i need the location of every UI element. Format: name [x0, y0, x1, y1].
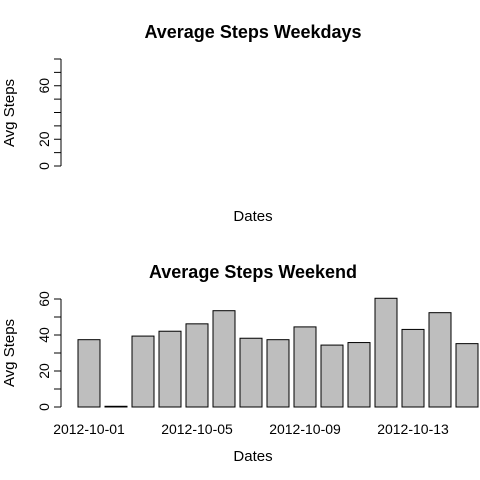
bar — [239, 337, 263, 408]
y-tick-label: 0 — [36, 403, 52, 411]
y-tick-label: 40 — [36, 327, 52, 343]
bar — [293, 326, 317, 408]
y-tick-label: 60 — [36, 78, 52, 94]
y-tick-label: 20 — [36, 131, 52, 147]
weekend-y-axis: 0 20 40 60 — [36, 291, 62, 411]
bar — [455, 343, 479, 408]
bar — [401, 328, 425, 408]
bar — [131, 335, 155, 408]
bar — [266, 339, 290, 408]
weekdays-title: Average Steps Weekdays — [144, 22, 361, 42]
y-tick-label: 60 — [36, 291, 52, 307]
x-tick-label: 2012-10-13 — [377, 421, 449, 437]
bar — [104, 405, 128, 408]
weekend-x-tick-labels: 2012-10-01 2012-10-05 2012-10-09 2012-10-13 — [53, 421, 449, 437]
weekdays-panel: Average Steps Weekdays Dates Avg Steps 0… — [1, 22, 362, 225]
bar — [347, 342, 371, 408]
weekdays-y-axis: 0 20 60 — [36, 58, 62, 170]
weekend-ylabel: Avg Steps — [1, 319, 18, 387]
y-tick-label: 20 — [36, 363, 52, 379]
y-tick-label: 0 — [36, 162, 52, 170]
x-tick-label: 2012-10-01 — [53, 421, 125, 437]
bar — [374, 297, 398, 408]
x-tick-label: 2012-10-05 — [161, 421, 233, 437]
x-tick-label: 2012-10-09 — [269, 421, 341, 437]
bar — [185, 323, 209, 408]
weekend-title: Average Steps Weekend — [149, 262, 357, 282]
weekdays-ylabel: Avg Steps — [1, 79, 18, 147]
bar — [77, 339, 101, 408]
weekend-xlabel: Dates — [233, 448, 272, 465]
weekend-bars — [77, 297, 479, 408]
weekend-panel: Average Steps Weekend Dates Avg Steps 0 2… — [1, 262, 479, 465]
bar — [320, 344, 344, 408]
bar — [428, 312, 452, 408]
bar — [212, 310, 236, 408]
weekdays-xlabel: Dates — [233, 208, 272, 225]
bar — [158, 330, 182, 408]
